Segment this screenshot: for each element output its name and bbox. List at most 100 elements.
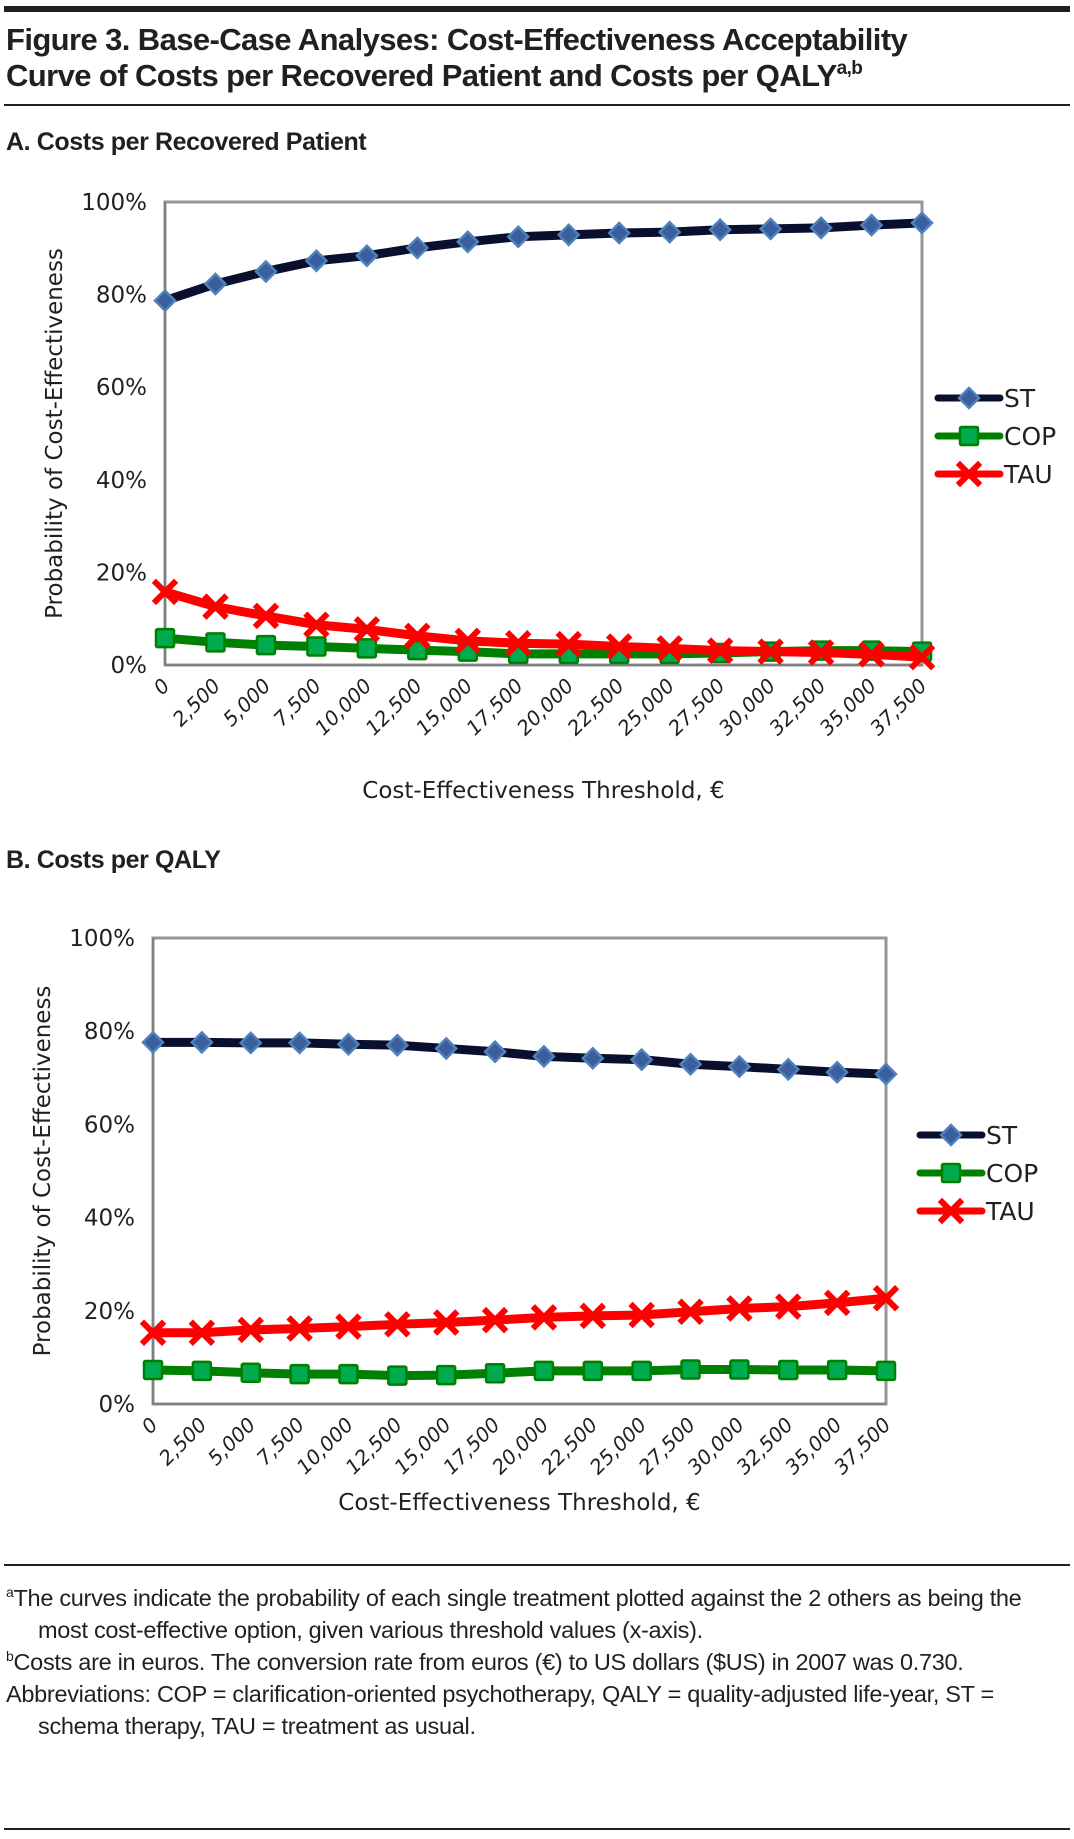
y-tick-label: 100%: [81, 190, 147, 216]
data-point-tau-stroke2: [807, 639, 835, 666]
data-point-st: [141, 1030, 165, 1055]
data-point-tau: [726, 1295, 753, 1322]
data-point-tau-stroke2: [202, 593, 229, 620]
data-point-st: [910, 211, 934, 235]
data-point-st: [434, 1036, 458, 1061]
legend-item-cop: COP: [934, 422, 1056, 451]
data-point-tau: [757, 638, 784, 665]
data-point-tau-stroke2: [775, 1293, 802, 1320]
series-line-tau: [160, 587, 927, 662]
data-point-tau-stroke2: [726, 1295, 753, 1322]
data-point-cop: [338, 1363, 359, 1385]
data-point-tau-stroke2: [454, 627, 482, 655]
data-point-st: [287, 1031, 312, 1055]
y-tick-label: 40%: [96, 468, 147, 494]
data-point-cop: [255, 634, 277, 656]
x-tick-label: 2,500: [154, 1413, 211, 1470]
data-point-cop: [826, 1359, 848, 1381]
data-point-tau: [353, 616, 381, 643]
footnote-b-text: Costs are in euros. The conversion rate …: [13, 1649, 964, 1675]
chart-a: 0% 20% 40% 60% 80% 100% Probability of Cost-Ef…: [42, 190, 1056, 804]
data-point-cop: [533, 1360, 555, 1382]
series-cop: [142, 1359, 897, 1386]
data-point-tau: [530, 1304, 558, 1331]
data-point-tau: [454, 627, 482, 655]
data-point-cop: [875, 1360, 897, 1382]
footnote-abbreviations: Abbreviations: COP = clarification-orien…: [6, 1681, 994, 1739]
data-point-tau: [252, 602, 280, 630]
legend-item-tau: TAU: [916, 1197, 1035, 1226]
legend: ST COP TAU: [934, 384, 1056, 489]
legend-item-tau: TAU: [934, 460, 1053, 489]
legend-swatch-marker-stroke2: [937, 1197, 965, 1225]
data-point-tau: [656, 635, 683, 662]
data-point-st: [581, 1046, 605, 1070]
panel-a-title: A. Costs per Recovered Patient: [6, 128, 367, 156]
data-point-st: [758, 217, 783, 241]
data-point-st: [385, 1033, 410, 1057]
series-st: [141, 1030, 898, 1086]
data-point-st: [809, 216, 833, 240]
data-point-cop: [729, 1359, 750, 1380]
y-tick-label: 40%: [84, 1206, 135, 1232]
y-axis-title: Probability of Cost-Effectiveness: [42, 248, 68, 619]
series-tau: [139, 1284, 900, 1346]
data-point-tau: [432, 1309, 460, 1336]
legend-item-cop: COP: [916, 1159, 1038, 1188]
footnote-b: bCosts are in euros. The conversion rate…: [6, 1646, 1070, 1678]
y-tick-label: 60%: [96, 375, 147, 401]
data-point-tau: [202, 593, 229, 620]
data-point-tau: [706, 637, 734, 664]
x-tick-label: 37,500: [865, 674, 931, 740]
legend-swatch-marker: [955, 460, 983, 488]
data-point-tau: [505, 629, 532, 657]
legend-label: ST: [986, 1121, 1018, 1150]
data-point-st: [153, 288, 177, 313]
legend-label: COP: [1004, 422, 1056, 451]
data-point-tau: [872, 1284, 900, 1312]
data-point-tau-stroke2: [237, 1316, 264, 1344]
data-point-cop: [356, 638, 378, 659]
data-point-cop: [154, 627, 176, 649]
footnote-a-text: The curves indicate the probability of e…: [13, 1585, 1022, 1643]
x-tick-label: 2,500: [168, 674, 225, 731]
legend-label: TAU: [1003, 460, 1053, 489]
data-point-tau: [628, 1301, 655, 1329]
x-axis-title: Cost-Effectiveness Threshold, €: [338, 1490, 700, 1516]
x-tick-label: 0: [149, 674, 175, 700]
plot-area-frame: [151, 936, 888, 1406]
data-point-st: [336, 1032, 361, 1057]
legend-swatch-marker: [939, 1123, 963, 1147]
data-point-st: [456, 230, 480, 254]
data-point-st: [874, 1062, 898, 1086]
data-point-cop: [778, 1359, 799, 1381]
data-point-st: [532, 1044, 556, 1069]
data-point-cop: [582, 1360, 604, 1382]
figure-title-superscript: a,b: [836, 58, 863, 79]
data-point-st: [238, 1031, 263, 1055]
data-point-tau-stroke2: [656, 635, 683, 662]
y-tick-label: 80%: [84, 1019, 135, 1045]
legend-label: ST: [1004, 384, 1036, 413]
figure-title-line1: Figure 3. Base-Case Analyses: Cost-Effec…: [6, 22, 908, 57]
data-point-cop: [205, 632, 226, 653]
data-point-tau-stroke2: [384, 1311, 411, 1338]
data-point-tau-stroke2: [579, 1302, 607, 1330]
series-line-tau: [148, 1293, 891, 1338]
data-point-st: [629, 1047, 654, 1072]
data-point-tau: [605, 633, 633, 660]
series-line-st: [148, 1037, 891, 1079]
data-point-tau: [404, 622, 431, 650]
data-point-tau-stroke2: [151, 578, 179, 606]
data-point-st: [483, 1039, 507, 1064]
y-axis-title: Probability of Cost-Effectiveness: [30, 986, 56, 1357]
data-point-st: [708, 218, 732, 242]
y-tick-label: 80%: [96, 283, 147, 309]
data-point-st: [254, 259, 278, 284]
series-tau: [151, 578, 936, 671]
data-point-tau-stroke2: [188, 1319, 216, 1346]
legend-swatch-marker: [940, 1162, 962, 1184]
data-point-tau: [139, 1319, 167, 1346]
data-point-tau-stroke2: [872, 1284, 900, 1312]
data-point-tau: [188, 1319, 216, 1346]
